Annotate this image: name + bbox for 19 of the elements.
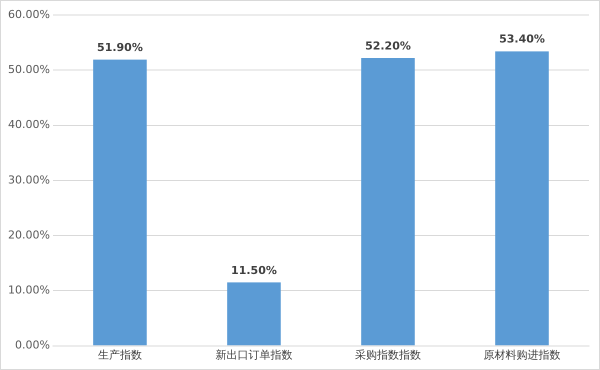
y-tick-label: 20.00% bbox=[8, 228, 50, 242]
x-tick-label: 采购指数指数 bbox=[354, 348, 421, 362]
x-tick-label: 生产指数 bbox=[98, 348, 142, 362]
y-tick-label: 40.00% bbox=[8, 118, 50, 132]
data-label: 11.50% bbox=[231, 264, 277, 277]
x-tick-label: 原材料购进指数 bbox=[483, 348, 560, 362]
bar bbox=[361, 58, 415, 346]
data-label: 51.90% bbox=[97, 41, 143, 54]
bar bbox=[227, 282, 281, 346]
data-label: 52.20% bbox=[365, 39, 411, 52]
data-label: 53.40% bbox=[499, 32, 545, 46]
y-tick-label: 50.00% bbox=[8, 62, 50, 76]
x-tick-label: 新出口订单指数 bbox=[215, 348, 292, 362]
bar bbox=[93, 60, 147, 346]
bar bbox=[495, 51, 549, 346]
y-tick-label: 10.00% bbox=[8, 284, 50, 297]
y-tick-label: 60.00% bbox=[8, 8, 50, 21]
y-tick-label: 30.00% bbox=[8, 173, 50, 186]
y-tick-label: 0.00% bbox=[14, 338, 50, 352]
